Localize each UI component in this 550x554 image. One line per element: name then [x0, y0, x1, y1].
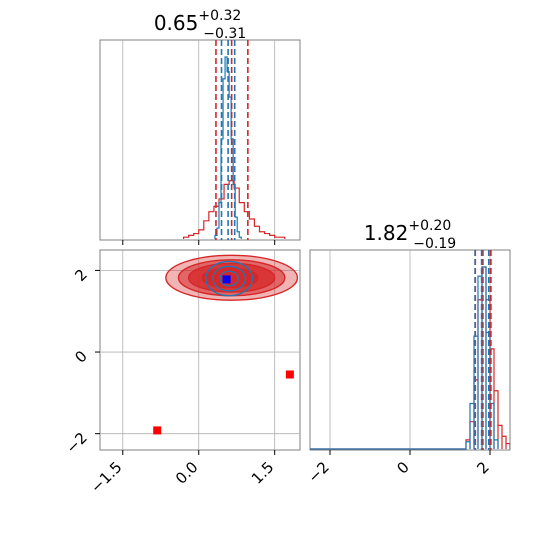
- joint-blue-contour: [219, 270, 239, 287]
- right-panel-title: 1.82+0.20 −0.19: [364, 218, 456, 252]
- top-panel-title: 0.65+0.32 −0.31: [154, 8, 246, 42]
- joint-y-tick-label: 2: [71, 266, 90, 285]
- joint-panel: −1.5 0.0 1.5 −2 0 2: [62, 249, 301, 497]
- right-x-tick-label: −2: [304, 458, 332, 486]
- joint-red-point: [153, 426, 162, 435]
- right-histogram-blue: [310, 266, 499, 450]
- top-title-plus: +0.32: [198, 8, 241, 24]
- joint-x-tick-label: 0.0: [172, 458, 202, 488]
- joint-blue-contour: [212, 265, 246, 292]
- joint-red-point: [285, 370, 294, 379]
- top-panel-quantiles: [215, 40, 249, 240]
- top-histogram-panel: 0.65+0.32 −0.31: [99, 8, 301, 245]
- joint-x-tick-label: 1.5: [248, 458, 278, 488]
- right-histogram-panel: −2 0 2 1.82+0.20 −0.19: [304, 218, 511, 486]
- top-title-minus: −0.31: [203, 26, 246, 42]
- right-panel-ticks: −2 0 2: [304, 450, 493, 486]
- joint-y-tick-label: 0: [71, 347, 90, 366]
- joint-blue-contour: [205, 260, 254, 297]
- top-title-value: 0.65: [154, 11, 199, 35]
- joint-panel-points: [153, 275, 294, 435]
- joint-blue-point: [222, 275, 231, 284]
- right-panel-grid: [329, 250, 491, 450]
- joint-panel-contours: [165, 254, 299, 301]
- right-x-tick-label: 0: [393, 458, 412, 477]
- right-x-tick-label: 2: [473, 458, 492, 477]
- joint-y-tick-label: −2: [62, 429, 90, 457]
- joint-x-tick-label: −1.5: [87, 458, 125, 496]
- right-panel-quantiles: [474, 250, 492, 450]
- top-panel-ticks: [122, 240, 276, 245]
- top-panel-grid: [122, 40, 276, 240]
- right-title-plus: +0.20: [408, 218, 451, 234]
- right-title-value: 1.82: [364, 221, 409, 245]
- right-title-minus: −0.19: [413, 236, 456, 252]
- joint-panel-frame: [99, 249, 301, 451]
- top-panel-frame: [99, 39, 301, 241]
